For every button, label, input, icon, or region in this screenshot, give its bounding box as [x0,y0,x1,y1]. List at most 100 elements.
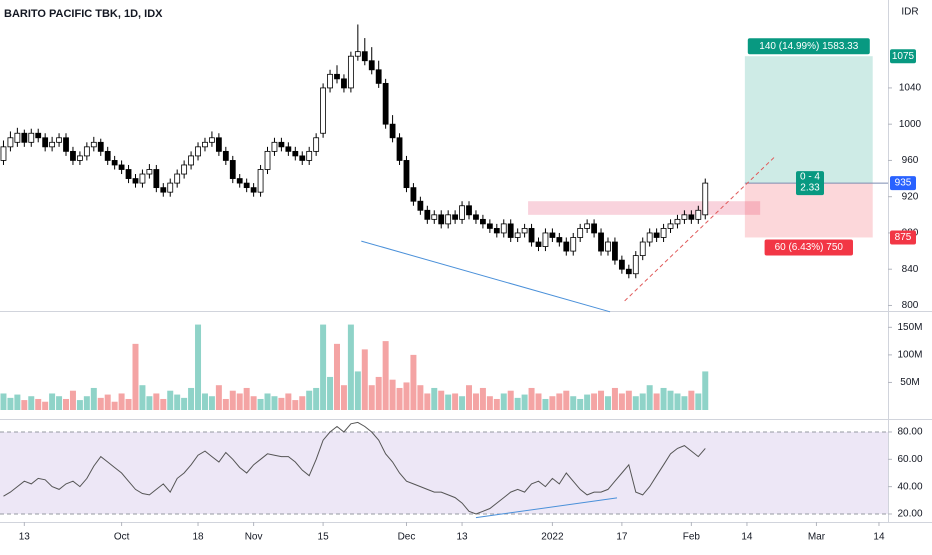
volume-bar [598,390,605,410]
candle-body [660,228,667,238]
candle-body [63,137,69,152]
candle-body [209,137,215,143]
candle-body [354,51,361,57]
candle-body [285,146,292,152]
volume-bar [181,397,188,410]
center-label: 0 - 4 [800,172,820,183]
target-label: 140 (14.99%) 1583.33 [759,41,858,52]
price-label-box [890,49,916,64]
candle-body [243,182,250,189]
candle-body [570,237,577,252]
candle-body [14,132,21,143]
volume-bar [90,387,97,410]
candle-body [0,146,7,161]
volume-bar [306,390,313,410]
volume-bar [257,398,264,410]
candle-body [278,141,285,148]
volume-bar [327,376,334,410]
candle-body [403,160,410,189]
candle-body [56,137,62,143]
price-label: 875 [895,232,912,243]
x-tick-label: 13 [457,532,469,543]
candle-body [396,137,403,161]
volume-bar [646,385,653,410]
x-tick-label: 18 [192,532,204,543]
candle-body [7,137,14,148]
volume-bar [320,324,327,410]
volume-bar [493,398,500,410]
volume-bar [702,371,709,410]
y-tick-label: 1040 [899,83,922,94]
y-tick-label: 1000 [899,119,922,130]
y-tick-label: 60.00 [897,454,922,465]
price-label-box [890,176,916,191]
zone [528,201,761,215]
candle-body [28,132,35,143]
candle-body [382,82,389,125]
volume-bar [688,390,695,410]
volume-bar [396,387,403,410]
candle-body [306,150,313,161]
volume-bar [347,324,354,410]
volume-bar [299,396,306,410]
volume-bar [667,390,674,410]
candle-body [125,169,132,179]
volume-bar [611,387,618,410]
volume-bar [459,396,466,410]
candle-body [500,223,507,234]
rsi-band [0,431,888,514]
y-tick-label: 840 [902,264,919,275]
candle-body [181,164,188,175]
volume-bar [49,393,56,410]
x-tick-label: Mar [808,532,826,543]
volume-bar [42,401,49,410]
volume-bar [21,400,28,410]
volume-bar [424,393,431,410]
candle-body [174,173,181,184]
volume-bar [584,394,591,410]
candle-body [542,232,549,247]
candle-body [313,137,320,152]
volume-bar [660,387,667,410]
volume-bar [14,394,21,410]
volume-bar [56,396,63,410]
volume-bar [7,397,14,410]
candle-body [347,55,354,89]
candle-body [334,73,340,80]
volume-bar [153,393,160,410]
volume-bar [167,390,174,410]
volume-bar [521,394,528,410]
candle-body [229,160,236,179]
volume-bar [486,396,493,410]
volume-bar [361,349,368,410]
candle-body [431,214,438,220]
volume-bar [695,393,702,410]
volume-bar [674,393,681,410]
candle-body [646,232,653,243]
candle-body [438,214,445,225]
candle-body [375,69,382,84]
x-tick-label: Nov [245,532,263,543]
x-tick-label: Dec [398,532,416,543]
candle-body [153,169,160,189]
volume-bar [215,385,222,410]
candle-body [584,223,591,229]
candle-body [452,214,459,220]
volume-bar [0,393,7,410]
candle-body [146,169,153,175]
volume-bar [340,385,347,410]
volume-bar [542,398,549,410]
volume-bar [250,396,257,410]
candle-body [292,150,299,157]
volume-bar [681,396,688,410]
x-tick-label: 2022 [541,532,564,543]
volume-bar [618,393,625,410]
volume-bar [368,385,375,410]
candle-body [104,150,111,161]
candle-body [139,173,146,184]
volume-bar [466,385,473,410]
candle-body [368,60,375,71]
volume-bar [445,394,452,410]
candle-body [341,78,347,89]
